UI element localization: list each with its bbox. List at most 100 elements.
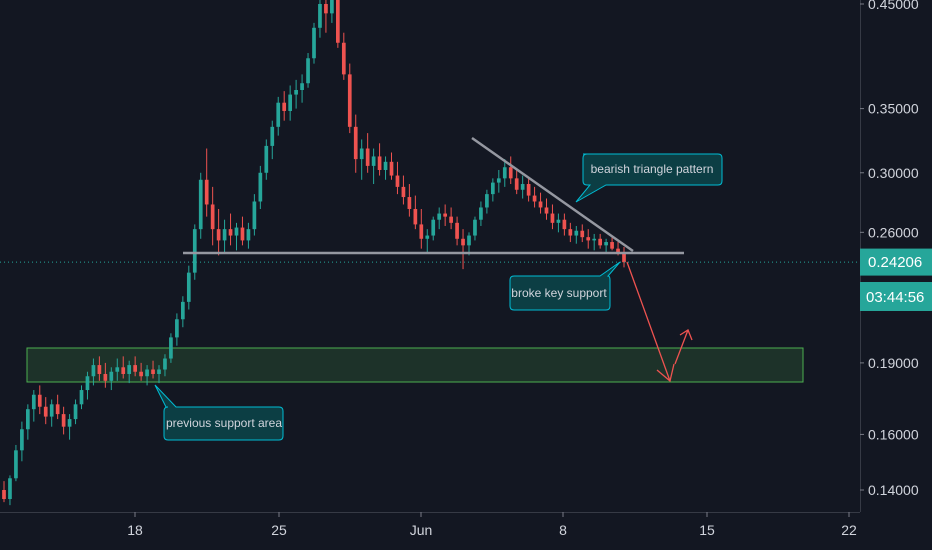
candle-body <box>431 219 436 236</box>
y-tick-label: 0.14000 <box>868 482 919 498</box>
descending-resistance-line[interactable] <box>471 136 634 253</box>
candle-body <box>425 235 430 239</box>
candle-body <box>467 235 471 246</box>
candle-body <box>419 224 424 239</box>
candle-body <box>437 213 442 220</box>
candle-body <box>473 219 477 236</box>
candle-body <box>526 184 531 196</box>
candle-body <box>568 229 573 236</box>
callout-previous-support-text: previous support area <box>166 416 282 430</box>
candle-body <box>443 213 448 217</box>
candle-body <box>562 219 567 230</box>
candle-body <box>258 172 263 202</box>
candle-body <box>151 369 155 374</box>
candle-body <box>502 167 507 179</box>
candle-body <box>335 0 340 43</box>
candle-body <box>109 371 114 381</box>
candle-body <box>234 227 239 236</box>
candle-body <box>544 207 549 214</box>
candle-body <box>67 419 72 427</box>
candle-body <box>14 450 18 479</box>
candle-body <box>115 367 120 372</box>
candle-body <box>25 409 30 430</box>
candle-body <box>2 490 6 500</box>
candle-body <box>622 252 626 263</box>
candle-body <box>79 390 84 405</box>
candle-body <box>532 195 537 202</box>
countdown-label: 03:44:56 <box>860 282 932 311</box>
candle-body <box>73 404 78 420</box>
y-tick-label: 0.16000 <box>868 426 919 442</box>
candle-body <box>490 182 495 195</box>
callout-previous-support[interactable]: previous support area <box>154 384 284 441</box>
candle-body <box>365 148 370 166</box>
candle-body <box>520 184 525 190</box>
candle-body <box>359 148 364 160</box>
candle-body <box>610 242 614 249</box>
candle-body <box>318 4 322 28</box>
candle-body <box>163 358 167 370</box>
x-tick-label: 25 <box>271 522 287 538</box>
candle-body <box>371 156 376 166</box>
candle-body <box>192 229 197 273</box>
candle-body <box>49 404 54 417</box>
candle-body <box>97 365 102 374</box>
y-tick-label: 0.35000 <box>868 101 919 117</box>
candle-body <box>604 242 608 246</box>
candle-body <box>586 237 591 241</box>
x-tick-label: 22 <box>841 522 857 538</box>
y-tick-label: 0.30000 <box>868 165 919 181</box>
candle-body <box>186 272 191 302</box>
y-tick-label: 0.19000 <box>868 355 919 371</box>
candle-body <box>449 216 453 223</box>
time-axis[interactable]: 18 25 Jun 8 15 22 <box>127 512 857 538</box>
candle-body <box>580 230 585 238</box>
candle-body <box>210 204 215 230</box>
last-price-value: 0.24206 <box>868 254 922 271</box>
x-tick-label: 18 <box>127 522 143 538</box>
candle-body <box>300 83 304 91</box>
candle-body <box>103 373 108 381</box>
callout-bearish-triangle-text: bearish triangle pattern <box>591 162 714 176</box>
candle-body <box>127 365 132 374</box>
x-tick-label: 15 <box>699 522 715 538</box>
candle-body <box>341 42 346 75</box>
candle-body <box>324 4 328 14</box>
countdown-value: 03:44:56 <box>866 289 924 306</box>
projection-arrow[interactable] <box>626 261 693 383</box>
candle-body <box>508 167 513 179</box>
candle-body <box>85 376 90 391</box>
candle-body <box>240 227 245 241</box>
candle-body <box>31 394 36 410</box>
candle-body <box>55 404 60 415</box>
candle-body <box>169 337 173 359</box>
candle-body <box>216 229 221 241</box>
candle-body <box>252 201 257 230</box>
candle-body <box>222 229 227 241</box>
candle-body <box>139 371 143 377</box>
candle-body <box>282 102 287 111</box>
candle-body <box>574 230 579 236</box>
candle-body <box>306 58 310 84</box>
candle-body <box>270 126 275 146</box>
callout-broke-support-text: broke key support <box>511 286 607 300</box>
callout-bearish-triangle[interactable]: bearish triangle pattern <box>575 153 723 203</box>
support-zone-rectangle[interactable] <box>26 347 804 383</box>
candle-body <box>496 178 501 183</box>
candle-body <box>91 365 96 377</box>
candle-body <box>198 179 203 230</box>
candle-body <box>407 197 412 209</box>
candle-body <box>37 394 42 407</box>
candle-body <box>246 229 251 241</box>
candle-body <box>276 102 281 127</box>
candle-body <box>413 208 418 225</box>
y-tick-label: 0.26000 <box>868 224 919 240</box>
callout-broke-support[interactable]: broke key support <box>509 261 621 311</box>
price-axis[interactable]: 0.45000 0.35000 0.30000 0.26000 0.19000 0.160… <box>860 0 919 498</box>
candle-body <box>20 429 24 451</box>
candle-body <box>8 478 12 500</box>
candle-body <box>395 175 400 187</box>
candlestick-series <box>2 0 626 506</box>
candle-body <box>43 406 48 417</box>
